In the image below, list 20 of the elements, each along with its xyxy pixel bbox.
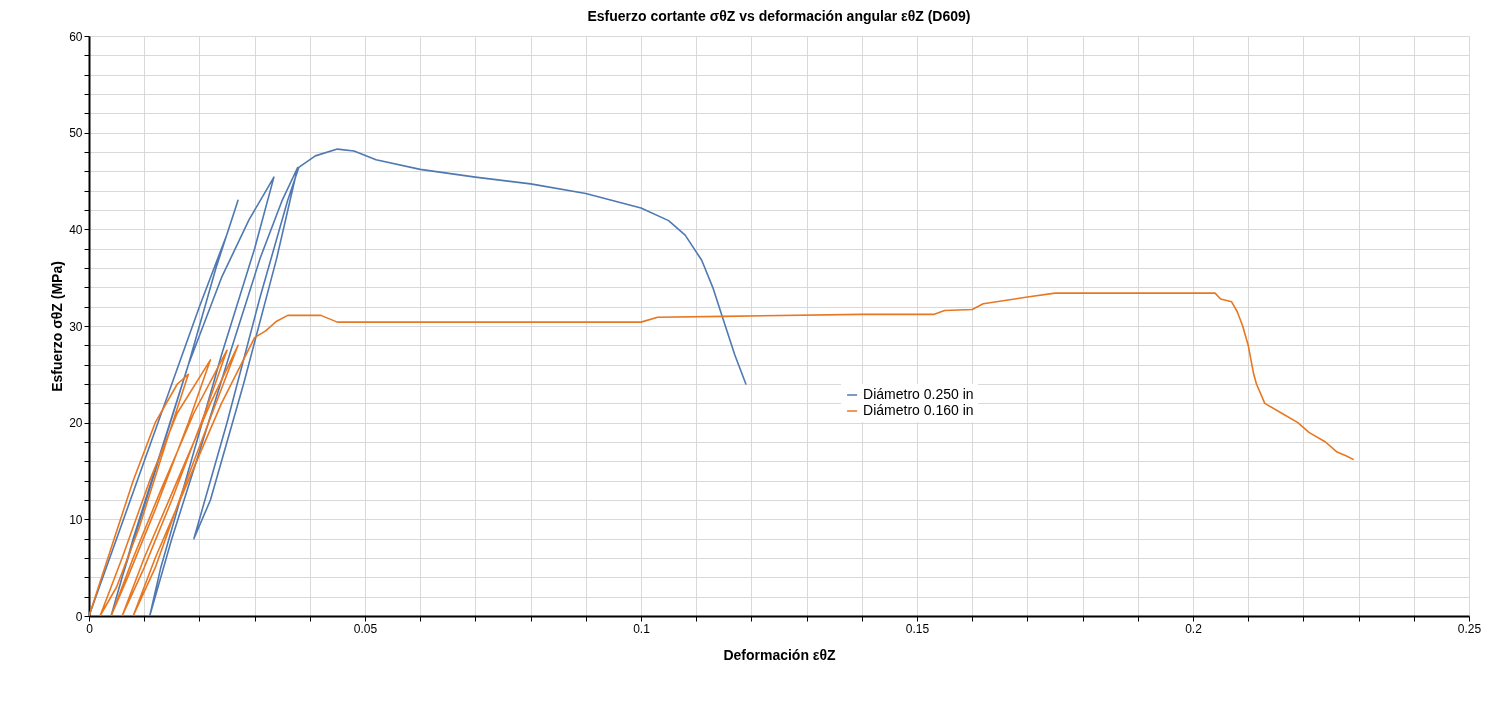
legend-label: Diámetro 0.250 in <box>863 386 974 402</box>
chart-title: Esfuerzo cortante σθZ vs deformación angular εθZ (D609) <box>587 8 971 24</box>
x-tick-label: 0.1 <box>633 621 651 636</box>
x-axis-title: Deformación εθZ <box>723 646 837 663</box>
legend-label: Diámetro 0.160 in <box>863 402 974 418</box>
x-tick-label: 0 <box>86 621 94 636</box>
line-series <box>89 292 1354 616</box>
y-tick-label: 50 <box>69 126 83 141</box>
y-tick-label: 60 <box>69 29 83 44</box>
y-tick-label: 0 <box>75 609 83 624</box>
line-series <box>89 148 747 616</box>
y-axis-title: Esfuerzo σθZ (MPa) <box>49 261 66 392</box>
y-tick-label: 40 <box>69 222 83 237</box>
x-tick-label: 0.2 <box>1185 621 1203 636</box>
y-tick-label: 10 <box>69 512 83 527</box>
y-tick-label: 30 <box>69 319 83 334</box>
y-tick-label: 20 <box>69 416 83 431</box>
x-tick-label: 0.25 <box>1457 621 1482 636</box>
x-tick-label: 0.15 <box>905 621 930 636</box>
x-tick-label: 0.05 <box>353 621 378 636</box>
